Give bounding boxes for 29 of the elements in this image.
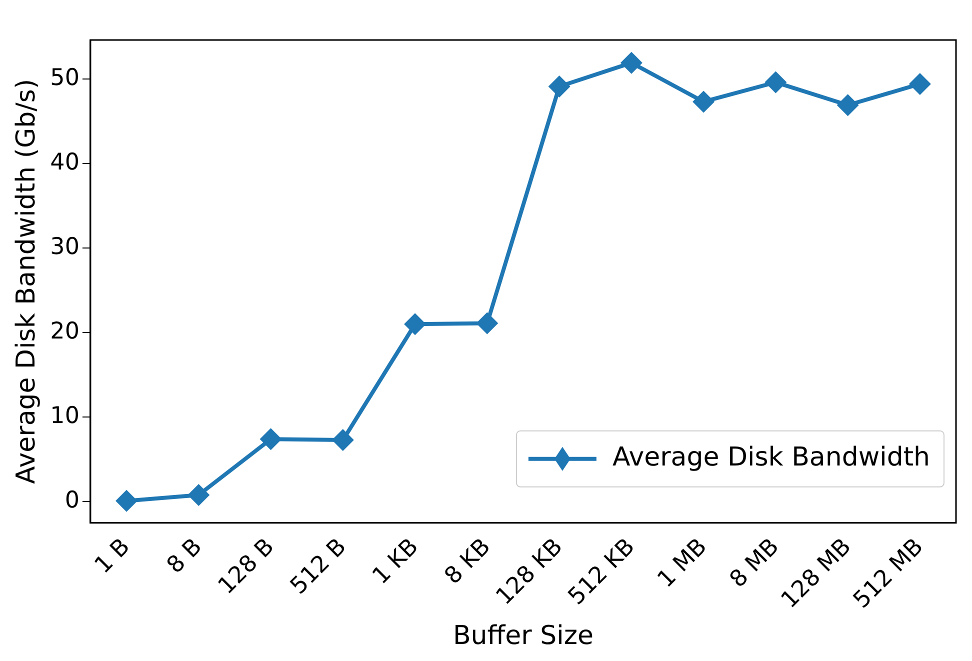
point bbox=[476, 312, 498, 334]
point bbox=[764, 71, 787, 94]
point bbox=[188, 484, 210, 506]
x-tick-label: 1 KB bbox=[368, 534, 424, 590]
point bbox=[908, 72, 931, 95]
point bbox=[116, 490, 138, 512]
x-axis-title: Buffer Size bbox=[452, 621, 594, 652]
y-tick-label: 40 bbox=[50, 149, 80, 176]
point bbox=[836, 94, 859, 116]
x-tick-label: 128 B bbox=[213, 534, 280, 600]
x-tick-label: 8 B bbox=[162, 534, 208, 579]
y-tick-label: 50 bbox=[50, 64, 80, 91]
x-tick-label: 1 MB bbox=[652, 534, 712, 593]
legend-label: Average Disk Bandwidth bbox=[612, 442, 930, 473]
y-axis-title: Average Disk Bandwidth (Gb/s) bbox=[11, 78, 42, 484]
point bbox=[332, 429, 354, 452]
y-tick-label: 30 bbox=[50, 234, 80, 260]
point bbox=[404, 313, 426, 336]
point bbox=[260, 428, 282, 450]
x-tick-label: 8 MB bbox=[725, 534, 784, 593]
point bbox=[692, 90, 715, 113]
y-tick-label: 20 bbox=[50, 318, 80, 345]
x-tick-label: 1 B bbox=[90, 534, 135, 579]
y-tick-label: 0 bbox=[64, 488, 80, 514]
point bbox=[620, 52, 642, 74]
x-tick-label: 512 B bbox=[286, 534, 352, 600]
x-tick-label: 512 MB bbox=[848, 534, 928, 614]
y-tick-label: 10 bbox=[50, 403, 80, 430]
point bbox=[548, 76, 570, 98]
